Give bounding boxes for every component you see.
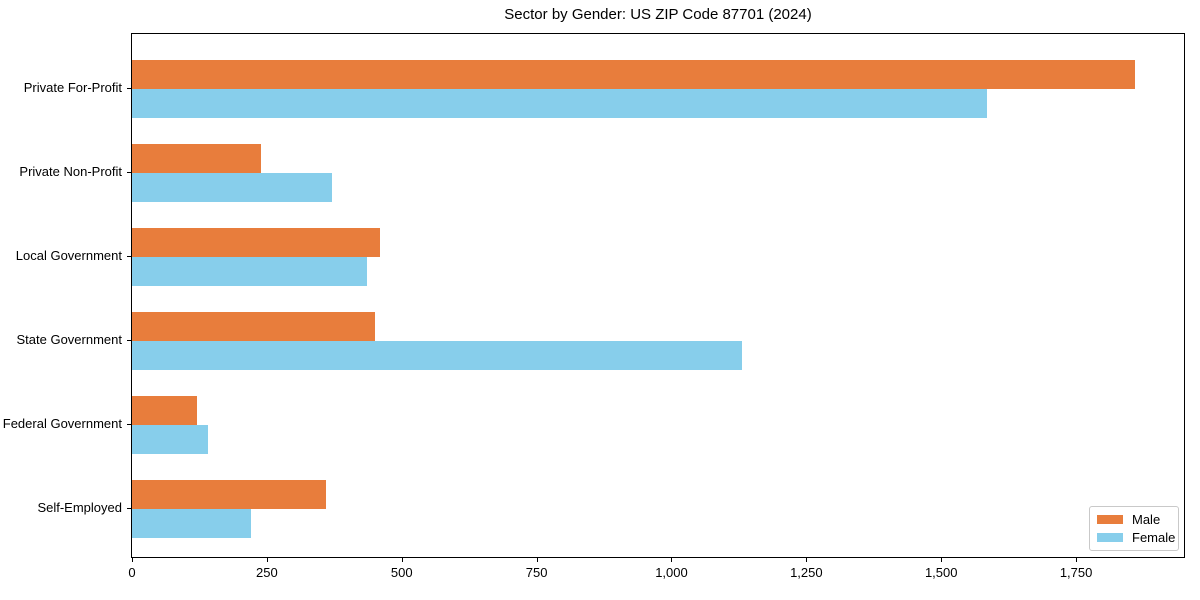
x-axis-tick-label: 0 bbox=[128, 565, 136, 580]
y-tick-mark bbox=[127, 88, 131, 89]
chart-title: Sector by Gender: US ZIP Code 87701 (202… bbox=[504, 6, 812, 23]
x-tick-mark bbox=[806, 558, 808, 562]
y-axis-label-federal-government: Federal Government bbox=[2, 416, 122, 431]
legend-swatch-female bbox=[1097, 533, 1123, 542]
x-axis-tick-label: 1,250 bbox=[790, 565, 823, 580]
y-tick-mark bbox=[127, 508, 131, 509]
legend-item-female: Female bbox=[1097, 531, 1175, 544]
x-tick-mark bbox=[941, 558, 943, 562]
y-tick-mark bbox=[127, 340, 131, 341]
x-axis-tick-label: 1,500 bbox=[924, 565, 958, 580]
bar-female-private-non-profit bbox=[132, 173, 332, 202]
x-axis-tick-label: 500 bbox=[390, 565, 413, 580]
x-axis-tick-label: 1,000 bbox=[655, 565, 688, 580]
y-tick-mark bbox=[127, 172, 131, 173]
y-axis-label-private-for-profit: Private For-Profit bbox=[23, 80, 122, 95]
x-tick-mark bbox=[266, 558, 268, 562]
bar-male-self-employed bbox=[132, 480, 327, 509]
y-axis-label-state-government: State Government bbox=[16, 332, 123, 347]
bar-female-self-employed bbox=[132, 509, 251, 538]
legend-label-male: Male bbox=[1132, 512, 1161, 527]
bar-female-private-for-profit bbox=[132, 89, 988, 118]
x-axis-tick-label: 1,750 bbox=[1059, 565, 1093, 580]
bar-male-private-non-profit bbox=[132, 144, 262, 173]
x-tick-mark bbox=[671, 558, 673, 562]
y-axis-label-local-government: Local Government bbox=[15, 248, 122, 263]
bar-male-local-government bbox=[132, 228, 381, 257]
y-axis-label-self-employed: Self-Employed bbox=[37, 500, 122, 515]
x-tick-mark bbox=[401, 558, 403, 562]
y-tick-mark bbox=[127, 424, 131, 425]
legend-item-male: Male bbox=[1097, 513, 1171, 526]
bar-male-federal-government bbox=[132, 396, 197, 425]
plot-area bbox=[131, 33, 1185, 558]
x-tick-mark bbox=[1076, 558, 1078, 562]
legend-swatch-male bbox=[1097, 515, 1123, 524]
bar-female-federal-government bbox=[132, 425, 208, 454]
y-axis-label-private-non-profit: Private Non-Profit bbox=[19, 164, 122, 179]
bar-female-state-government bbox=[132, 341, 742, 370]
x-tick-mark bbox=[536, 558, 538, 562]
bar-male-private-for-profit bbox=[132, 60, 1136, 89]
y-tick-mark bbox=[127, 256, 131, 257]
legend-label-female: Female bbox=[1132, 530, 1176, 545]
bar-male-state-government bbox=[132, 312, 375, 341]
bar-female-local-government bbox=[132, 257, 367, 286]
x-axis-tick-label: 250 bbox=[256, 565, 278, 580]
legend: Male Female bbox=[1089, 506, 1179, 551]
x-tick-mark bbox=[132, 558, 133, 562]
x-axis-tick-label: 750 bbox=[525, 565, 548, 580]
